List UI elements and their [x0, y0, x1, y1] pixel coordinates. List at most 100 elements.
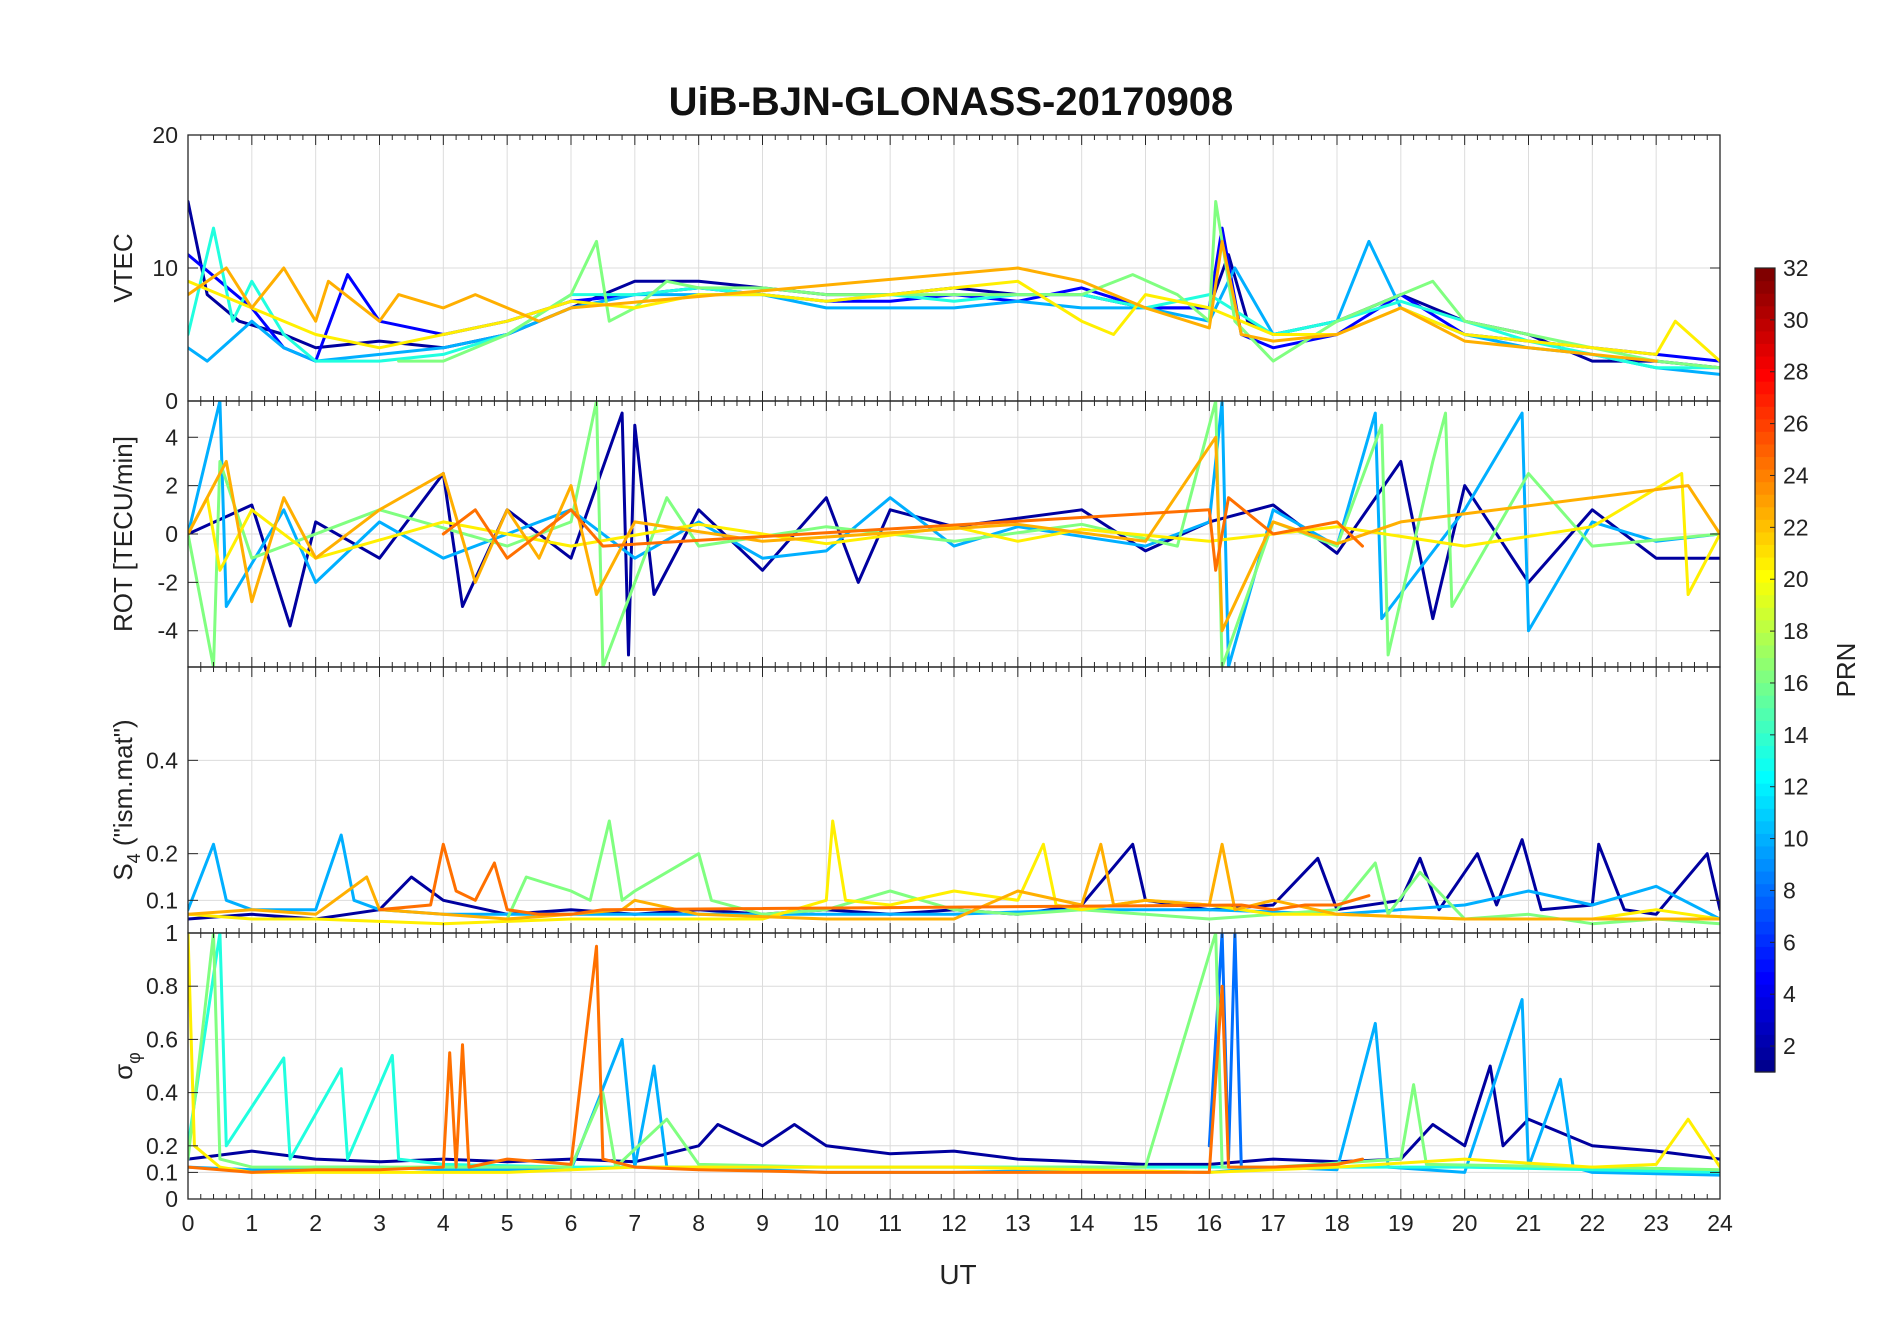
colorbar-tick-label: 24 [1783, 462, 1809, 488]
colorbar-tick-label: 26 [1783, 411, 1809, 437]
x-tick-label: 9 [756, 1210, 769, 1236]
colorbar-tick-label: 22 [1783, 514, 1809, 540]
y-tick-label: 0.1 [146, 887, 178, 913]
panel-1: 0 10 20 VTEC [108, 122, 1721, 414]
chart-title: UiB-BJN-GLONASS-20170908 [669, 80, 1234, 124]
colorbar-segment [1755, 443, 1775, 458]
colorbar-segment [1755, 720, 1775, 734]
colorbar-segment [1755, 946, 1775, 960]
colorbar-segment [1755, 569, 1775, 583]
panel-3: 0.10.20.4S4 ("ism.mat") [108, 666, 1721, 934]
colorbar-segment [1755, 670, 1775, 684]
y-tick-label: 0.2 [146, 841, 178, 867]
x-tick-label: 23 [1643, 1210, 1669, 1236]
colorbar-segment [1755, 896, 1775, 910]
colorbar-segment [1755, 582, 1775, 596]
series-prn-23 [188, 842, 1720, 921]
y-tick-label: 20 [152, 122, 178, 148]
colorbar-segment [1755, 695, 1775, 709]
y-tick-label: -2 [158, 569, 178, 595]
y-axis-label-sub: φ [124, 1052, 144, 1064]
series-prn-16 [505, 819, 1720, 926]
colorbar-segment [1755, 531, 1775, 545]
colorbar-segment [1755, 845, 1775, 860]
colorbar-segment [1755, 305, 1775, 319]
x-tick-label: 14 [1069, 1210, 1095, 1236]
colorbar-segment [1755, 632, 1775, 646]
colorbar-segment [1755, 883, 1775, 897]
y-tick-label: 0 [165, 521, 178, 547]
y-axis-label: σφ [108, 1052, 144, 1080]
colorbar-segment [1755, 996, 1775, 1010]
colorbar-segment [1755, 431, 1775, 445]
series-prn-16 [188, 401, 1720, 667]
colorbar-tick-label: 14 [1783, 722, 1809, 748]
series-group [188, 401, 1720, 667]
colorbar-segment [1755, 871, 1775, 885]
colorbar-segment [1755, 1009, 1775, 1023]
y-axis-label: S4 ("ism.mat") [108, 719, 144, 880]
y-axis-label-main: σ [108, 1064, 138, 1080]
x-tick-label: 10 [814, 1210, 840, 1236]
colorbar-segment [1755, 406, 1775, 420]
colorbar-segment [1755, 933, 1775, 947]
colorbar-tick-label: 18 [1783, 618, 1809, 644]
x-tick-label: 6 [565, 1210, 578, 1236]
series-group [188, 933, 1720, 1177]
x-tick-label: 16 [1197, 1210, 1223, 1236]
colorbar-segment [1755, 393, 1775, 407]
x-tick-label: 0 [182, 1210, 195, 1236]
x-tick-label: 7 [628, 1210, 641, 1236]
series-prn-25 [378, 842, 1371, 916]
y-axis-label: ROT [TECU/min] [108, 436, 138, 632]
y-tick-label: 0.4 [146, 1080, 178, 1106]
x-tick-label: 24 [1707, 1210, 1733, 1236]
colorbar-segment [1755, 984, 1775, 998]
colorbar-segment [1755, 607, 1775, 621]
colorbar-label: PRN [1831, 643, 1861, 698]
colorbar-segment [1755, 268, 1775, 282]
y-tick-label: 10 [152, 255, 178, 281]
y-tick-label: -4 [158, 618, 179, 644]
colorbar-tick-label: 2 [1783, 1033, 1796, 1059]
x-tick-label: 3 [373, 1210, 386, 1236]
colorbar-segment [1755, 1034, 1775, 1048]
y-axis-label-main: S [108, 863, 138, 880]
colorbar-tick-label: 6 [1783, 929, 1796, 955]
x-tick-label: 1 [245, 1210, 258, 1236]
colorbar-tick-label: 8 [1783, 877, 1796, 903]
colorbar-tick-label: 12 [1783, 774, 1809, 800]
colorbar-segment [1755, 732, 1775, 746]
y-tick-label: 1 [165, 920, 178, 946]
series-prn-20 [188, 279, 1720, 363]
y-tick-label: 2 [165, 473, 178, 499]
colorbar-segment [1755, 293, 1775, 307]
x-tick-label: 4 [437, 1210, 450, 1236]
x-tick-label: 17 [1260, 1210, 1286, 1236]
colorbar-segment [1755, 381, 1775, 395]
colorbar-segment [1755, 833, 1775, 847]
colorbar-segment [1755, 506, 1775, 520]
x-tick-label: 12 [941, 1210, 967, 1236]
colorbar-frame [1754, 267, 1776, 1073]
series-prn-16 [397, 200, 1720, 370]
series-prn-20 [188, 472, 1720, 596]
colorbar-segment [1755, 1046, 1775, 1061]
colorbar-tick-label: 10 [1783, 826, 1809, 852]
x-tick-label: 2 [309, 1210, 322, 1236]
panel-2: -4 -2 0 2 4 ROT [TECU/min] [108, 400, 1721, 668]
colorbar-segment [1755, 908, 1775, 922]
colorbar-segment [1755, 469, 1775, 483]
colorbar-segment [1755, 619, 1775, 633]
colorbar-tick-label: 28 [1783, 359, 1809, 385]
x-tick-label: 13 [1005, 1210, 1031, 1236]
x-tick-label: 15 [1133, 1210, 1159, 1236]
colorbar-segment [1755, 594, 1775, 608]
colorbar-segment [1755, 745, 1775, 759]
y-tick-label: 0.6 [146, 1026, 178, 1052]
series-group [188, 200, 1720, 376]
colorbar-segment [1755, 770, 1775, 784]
